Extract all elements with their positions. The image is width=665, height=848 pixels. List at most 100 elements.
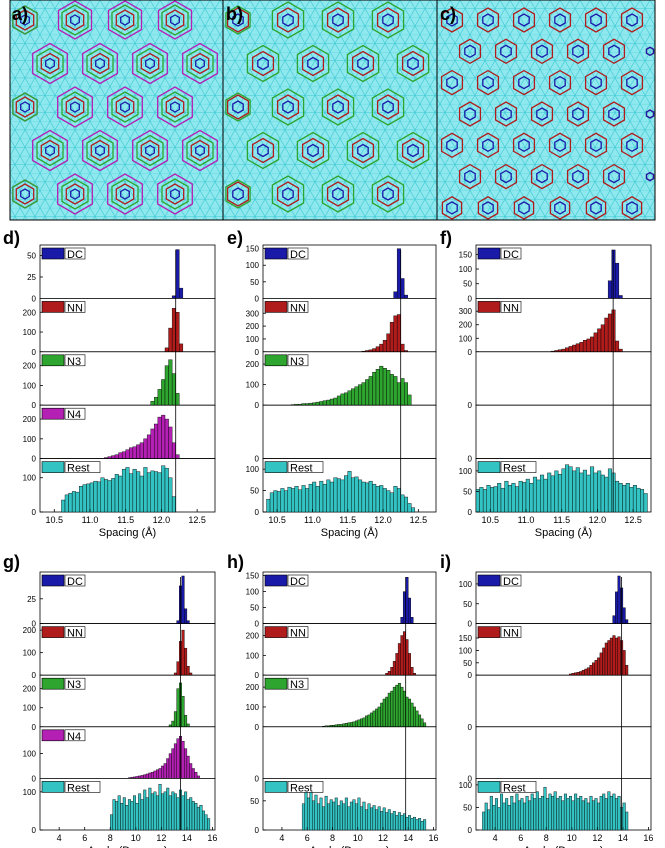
- x-tick-label: 10.5: [46, 515, 64, 525]
- histogram-bar: [176, 661, 180, 676]
- histogram-bar: [497, 807, 501, 831]
- subplot-f-rest: 0 50 100 Rest: [459, 458, 652, 517]
- lattice-motif-ring: [554, 13, 566, 27]
- histogram-bar: [579, 795, 583, 831]
- histogram-bar: [164, 347, 169, 353]
- lattice-motif-ring: [396, 44, 430, 83]
- y-tick-label: 0: [32, 401, 37, 410]
- lattice-image-a: a): [9, 0, 224, 221]
- histogram-bar: [494, 798, 498, 831]
- x-tick-label: 11.5: [339, 515, 356, 525]
- histogram-bar: [153, 791, 157, 831]
- lattice-motif-ring: [584, 7, 608, 33]
- lattice-motif-ring: [111, 178, 139, 210]
- histogram-bar: [171, 791, 175, 831]
- histogram-bar: [156, 769, 159, 779]
- lattice-motif-ring: [608, 44, 620, 59]
- x-tick-label: 4: [279, 833, 284, 843]
- histogram-bar: [590, 336, 595, 353]
- y-tick-label: 100: [23, 649, 37, 658]
- histogram-bar: [423, 722, 427, 728]
- histogram-bar: [615, 340, 620, 353]
- y-tick-label: 50: [250, 487, 259, 496]
- lattice-motif-ring: [95, 144, 105, 157]
- lattice-motif-ring: [346, 131, 380, 170]
- histogram-bar: [354, 386, 359, 406]
- y-tick-label: 100: [246, 703, 260, 712]
- histogram-bar: [612, 635, 616, 676]
- lattice-motif-ring: [590, 13, 602, 27]
- histogram-bar: [161, 765, 165, 779]
- histogram-bar: [367, 803, 371, 831]
- x-tick-label: 10.5: [268, 515, 286, 525]
- lattice-motif-ring: [195, 144, 205, 157]
- histogram-bar: [379, 365, 384, 406]
- legend-swatch-rest: [477, 461, 501, 473]
- lattice-motif-ring: [326, 7, 350, 33]
- histogram-bar: [333, 477, 338, 513]
- lattice-motif-ring: [57, 86, 93, 128]
- histogram-bar: [415, 710, 419, 727]
- histogram-bar: [347, 722, 351, 728]
- plot-frame: [475, 726, 652, 779]
- lattice-motif-ring: [57, 0, 93, 40]
- lattice-motif-ring: [182, 129, 218, 172]
- histogram-bar: [184, 715, 188, 727]
- lattice-motif-ring: [401, 137, 425, 164]
- histogram-bar: [420, 718, 424, 727]
- lattice-motif-ring: [626, 138, 638, 153]
- histogram-bar: [561, 800, 565, 831]
- histogram-bar: [393, 315, 398, 353]
- y-tick-label: 0: [32, 348, 37, 357]
- lattice-motif-ring: [446, 75, 458, 90]
- y-tick-label: 0: [468, 826, 473, 835]
- legend-swatch-dc: [264, 247, 288, 260]
- lattice-motif-ring: [645, 109, 655, 119]
- histogram-bar: [372, 372, 377, 406]
- legend-label-nn: NN: [503, 302, 519, 314]
- lattice-motif-ring: [282, 187, 294, 201]
- histogram-bar: [515, 793, 519, 831]
- lattice-motif-ring: [458, 101, 482, 127]
- histogram-bar: [140, 775, 144, 779]
- lattice-motif-ring: [321, 175, 355, 213]
- histogram-bar: [75, 491, 80, 513]
- x-tick-label: 11.0: [518, 515, 535, 525]
- histogram-bar: [525, 795, 529, 831]
- lattice-motif-ring: [382, 13, 394, 27]
- histogram-bar: [349, 722, 353, 728]
- lattice-motif-ring: [170, 14, 180, 26]
- plot-frame: [262, 726, 437, 779]
- lattice-motif-ring: [464, 107, 476, 121]
- histogram-bar: [390, 667, 394, 676]
- histogram-bar: [607, 791, 611, 831]
- histogram-bar: [61, 499, 66, 513]
- lattice-motif-ring: [82, 129, 118, 172]
- subplot-i-empty: 0: [468, 726, 652, 783]
- x-tick-label: 14: [403, 833, 413, 843]
- histogram-bar: [589, 665, 593, 676]
- histogram-bar: [171, 442, 176, 459]
- histogram-bar: [410, 702, 414, 727]
- histogram-bar: [150, 428, 155, 459]
- lattice-motif-ring: [61, 178, 89, 210]
- histogram-bar: [557, 473, 562, 513]
- y-tick-label: 50: [463, 803, 472, 812]
- histogram-bar: [307, 797, 310, 831]
- histogram-bar: [482, 489, 487, 513]
- histogram-bar: [597, 657, 601, 676]
- lattice-motif-ring: [136, 134, 164, 167]
- y-tick-label: 300: [246, 309, 260, 318]
- plot-frame: [475, 404, 652, 460]
- histogram-bar: [395, 815, 399, 831]
- histogram-bar: [493, 486, 498, 513]
- histogram-bar: [586, 338, 591, 353]
- histogram-bar: [340, 393, 345, 406]
- histogram-bar: [536, 479, 541, 513]
- histogram-bar: [189, 797, 193, 831]
- subplot-g-dc: 0 25 DC: [27, 571, 216, 629]
- legend-label-dc: DC: [67, 576, 83, 588]
- histogram-bar: [510, 795, 514, 831]
- histogram-bar: [386, 490, 391, 513]
